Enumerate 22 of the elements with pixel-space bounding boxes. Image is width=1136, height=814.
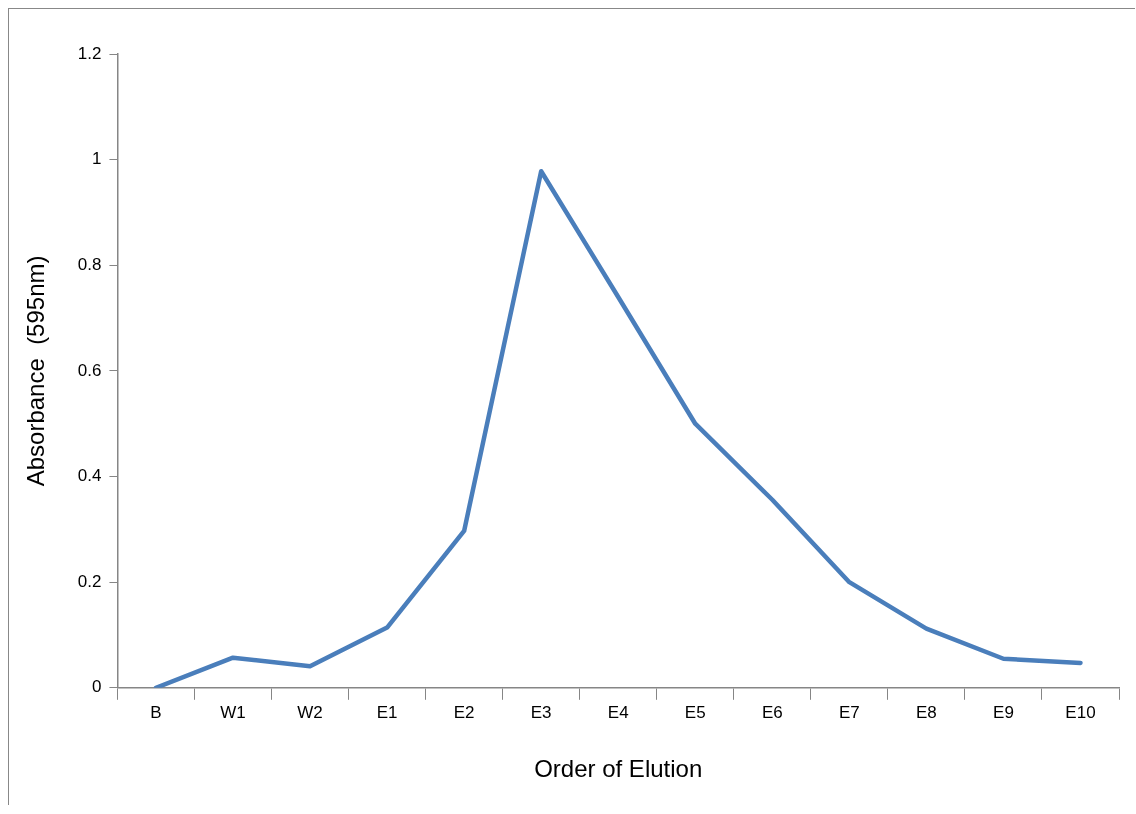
x-tick-label: E8 — [915, 702, 937, 722]
x-tick-label: E10 — [1065, 702, 1096, 722]
y-tick-label: 0.4 — [77, 466, 102, 486]
x-tick-label: E5 — [684, 702, 706, 722]
x-tick-label: E4 — [607, 702, 629, 722]
y-tick-label: 1.2 — [77, 43, 102, 63]
x-tick-label: B — [150, 702, 162, 722]
x-tick-label: E3 — [530, 702, 552, 722]
x-tick-label: E9 — [993, 702, 1014, 722]
y-tick-label: 0.8 — [77, 254, 102, 274]
x-tick-label: E6 — [761, 702, 783, 722]
y-tick-label: 0.2 — [77, 571, 102, 591]
x-tick-label: W2 — [297, 702, 323, 722]
x-tick-label: E7 — [838, 702, 860, 722]
x-axis-title: Order of Elution — [534, 755, 703, 783]
x-tick-label: W1 — [220, 702, 246, 722]
y-tick-label: 1 — [91, 149, 102, 169]
y-tick-label: 0.6 — [77, 360, 102, 380]
y-tick-label: 0 — [91, 677, 102, 697]
x-tick-label: E1 — [376, 702, 398, 722]
x-tick-label: E2 — [453, 702, 475, 722]
y-axis-title: Absorbance (595nm) — [22, 255, 50, 487]
